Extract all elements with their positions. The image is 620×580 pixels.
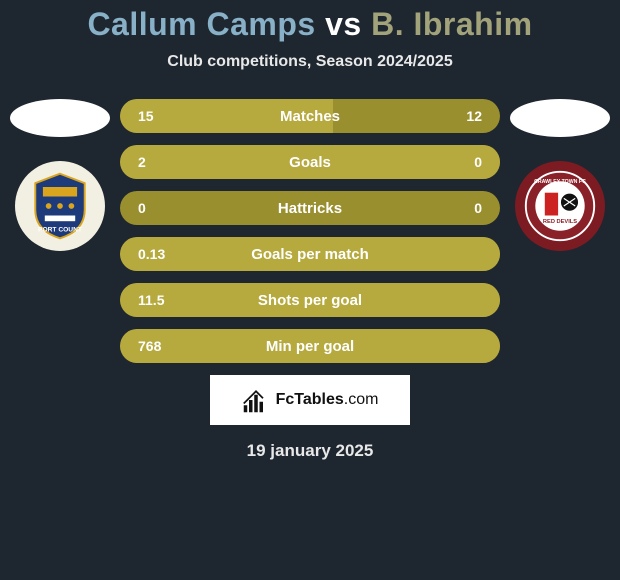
right-side: RED DEVILS CRAWLEY TOWN FC [500,99,620,251]
player1-photo-placeholder [10,99,110,137]
stat-bar: 2Goals0 [120,145,500,179]
crawley-crest-icon: RED DEVILS CRAWLEY TOWN FC [522,168,598,244]
stat-bar: 768Min per goal [120,329,500,363]
title-player1: Callum Camps [87,6,315,42]
stat-value-left: 768 [120,338,190,354]
player2-club-crest: RED DEVILS CRAWLEY TOWN FC [515,161,605,251]
stat-value-left: 11.5 [120,292,190,308]
stat-bar: 0Hattricks0 [120,191,500,225]
main-row: PORT COUNT 15Matches122Goals00Hattricks0… [0,99,620,363]
title-player2: B. Ibrahim [371,6,532,42]
player2-photo-placeholder [510,99,610,137]
left-side: PORT COUNT [0,99,120,251]
stat-bar: 11.5Shots per goal [120,283,500,317]
date-stamp: 19 january 2025 [247,441,374,461]
stat-value-left: 2 [120,154,190,170]
stat-label: Hattricks [190,200,430,217]
stat-bars: 15Matches122Goals00Hattricks00.13Goals p… [120,99,500,363]
stat-label: Matches [190,108,430,125]
stat-value-right: 0 [430,200,500,216]
title-vs: vs [325,6,362,42]
stat-value-left: 0.13 [120,246,190,262]
stat-label: Goals [190,154,430,171]
stat-value-right: 0 [430,154,500,170]
stockport-crest-icon: PORT COUNT [22,168,98,244]
svg-text:RED DEVILS: RED DEVILS [543,219,577,225]
stat-bar: 0.13Goals per match [120,237,500,271]
page-title: Callum Camps vs B. Ibrahim [87,6,532,43]
comparison-card: Callum Camps vs B. Ibrahim Club competit… [0,0,620,580]
stat-label: Min per goal [190,338,430,355]
stat-label: Goals per match [190,246,430,263]
branding-badge: FcTables.com [210,375,410,425]
subtitle: Club competitions, Season 2024/2025 [167,53,452,71]
svg-text:PORT COUNT: PORT COUNT [38,227,82,234]
stat-bar: 15Matches12 [120,99,500,133]
stat-value-right: 12 [430,108,500,124]
stat-label: Shots per goal [190,292,430,309]
stat-value-left: 0 [120,200,190,216]
player1-club-crest: PORT COUNT [15,161,105,251]
fctables-logo-icon [242,386,270,414]
branding-text: FcTables.com [276,391,379,409]
stat-value-left: 15 [120,108,190,124]
svg-text:CRAWLEY TOWN FC: CRAWLEY TOWN FC [534,179,586,185]
